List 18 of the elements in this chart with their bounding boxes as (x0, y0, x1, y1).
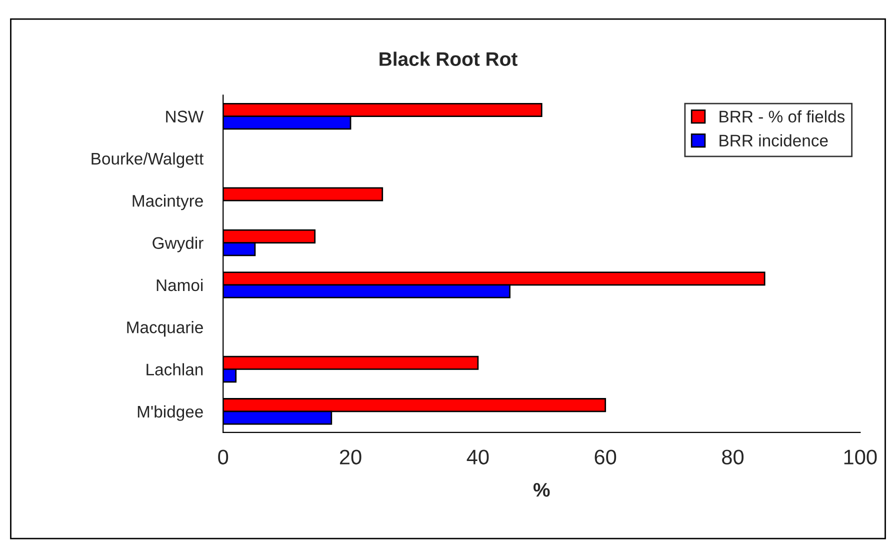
y-tick-label: Lachlan (146, 363, 203, 376)
y-tick-label: Gwydir (152, 236, 204, 252)
y-tick-label: Bourke/Walgett (92, 152, 204, 168)
x-tick-label: 20 (340, 450, 362, 464)
x-tick-label: 100 (844, 450, 877, 464)
y-tick-label: Macintyre (132, 194, 203, 210)
x-tick-label: 40 (466, 450, 489, 464)
legend-label: BRR incidence (720, 134, 828, 146)
y-tick-label: Namoi (156, 278, 203, 292)
x-tick-label: 60 (594, 450, 616, 464)
x-tick-label: 0 (218, 450, 228, 464)
chart-title: Black Root Rot (380, 52, 518, 66)
x-tick-label: 80 (722, 450, 744, 464)
x-axis-title: % (533, 483, 550, 497)
legend-label: BRR - % of fields (720, 110, 845, 123)
y-tick-label: Macquarie (127, 321, 203, 337)
y-tick-label: NSW (166, 110, 204, 122)
y-tick-label: M'bidgee (138, 405, 203, 421)
